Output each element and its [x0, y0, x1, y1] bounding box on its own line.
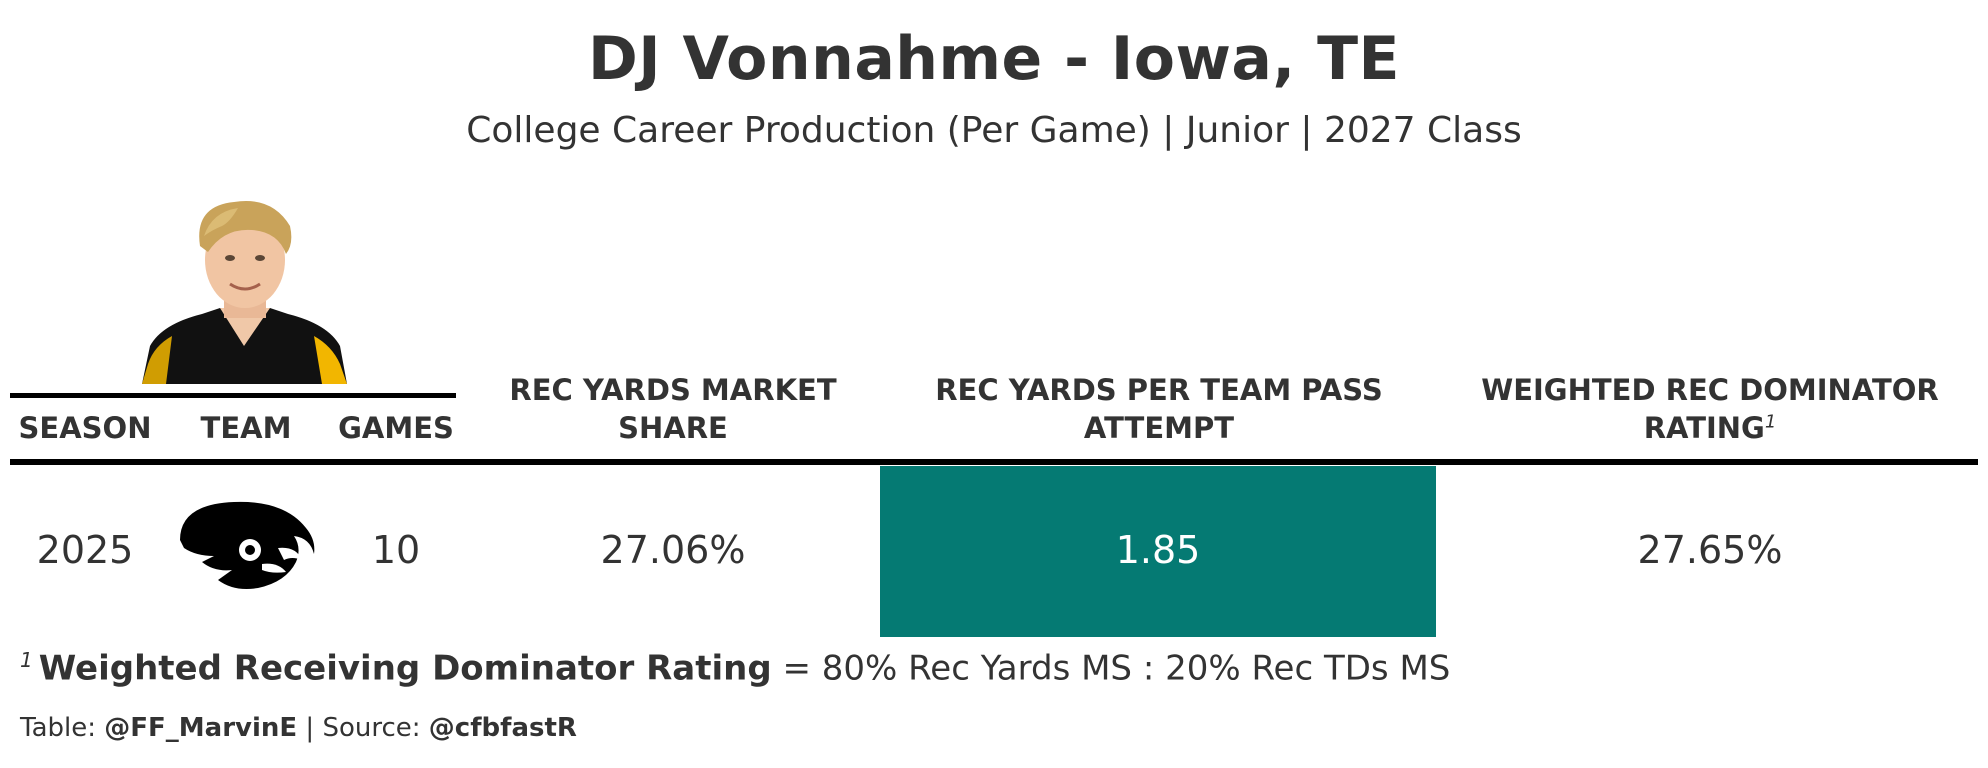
column-header-team: TEAM: [200, 411, 292, 445]
source-separator: |: [297, 713, 323, 743]
footnote-term: Weighted Receiving Dominator Rating: [38, 648, 772, 689]
cell-highlight-background: [880, 466, 1436, 637]
cell-games: 10: [371, 528, 421, 572]
cell-rec-yards-per-team-pass-attempt: 1.85: [1115, 528, 1201, 572]
table-footnote: 1 Weighted Receiving Dominator Rating = 8…: [20, 648, 1450, 688]
page-subtitle: College Career Production (Per Game) | J…: [466, 110, 1522, 151]
iowa-hawkeyes-logo-icon: [174, 498, 320, 594]
cell-season: 2025: [36, 528, 134, 572]
source-name: @cfbfastR: [428, 713, 577, 743]
player-headshot: [142, 196, 347, 384]
column-header-line: SHARE: [618, 411, 728, 445]
cell-weighted-rec-dominator-rating: 27.65%: [1637, 528, 1783, 572]
column-header-line: ATTEMPT: [1083, 411, 1235, 445]
header-top-rule: [10, 393, 456, 398]
column-header-line: WEIGHTED REC DOMINATOR: [1481, 373, 1939, 407]
header-bottom-rule: [10, 459, 1978, 465]
footnote-marker: 1: [1764, 411, 1777, 433]
column-header-rec-yards-per-team-pass-attempt: REC YARDS PER TEAM PASS ATTEMPT: [880, 371, 1438, 447]
source-table-label: Table:: [20, 713, 105, 743]
page-title: DJ Vonnahme - Iowa, TE: [588, 24, 1400, 94]
footnote-definition: = 80% Rec Yards MS : 20% Rec TDs MS: [782, 648, 1451, 689]
column-header-season: SEASON: [18, 411, 152, 445]
column-header-line-text: RATING: [1643, 411, 1765, 445]
column-header-weighted-rec-dominator-rating: WEIGHTED REC DOMINATOR RATING1: [1440, 371, 1980, 447]
cell-rec-yards-market-share: 27.06%: [600, 528, 746, 572]
footnote-marker: 1: [20, 648, 33, 672]
column-header-games: GAMES: [338, 411, 454, 445]
column-header-line: RATING1: [1440, 409, 1980, 447]
source-table-author: @FF_MarvinE: [104, 713, 298, 743]
source-label: Source:: [322, 713, 429, 743]
column-header-rec-yards-market-share: REC YARDS MARKET SHARE: [470, 371, 876, 447]
column-header-line: REC YARDS MARKET: [509, 373, 837, 407]
column-header-line: REC YARDS PER TEAM PASS: [935, 373, 1383, 407]
table-source: Table: @FF_MarvinE | Source: @cfbfastR: [20, 713, 577, 743]
